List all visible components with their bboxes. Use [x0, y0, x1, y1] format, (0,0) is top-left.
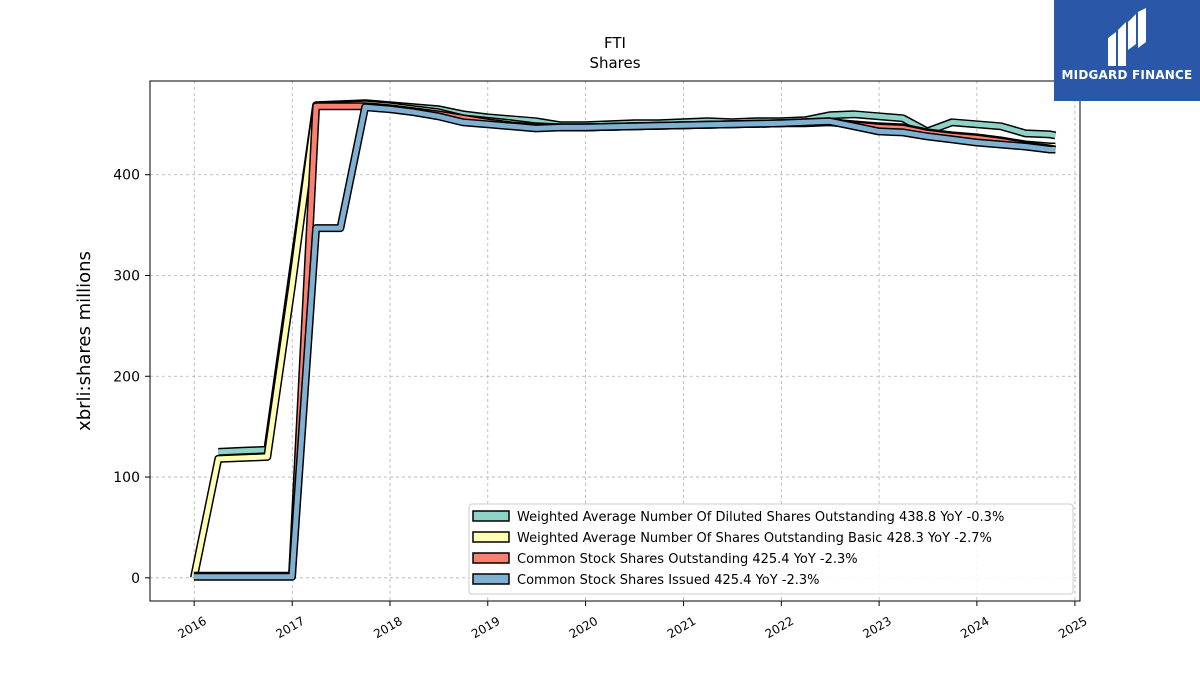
brand-logo: MIDGARD FINANCE	[1054, 0, 1200, 101]
series-lines	[189, 99, 1057, 581]
x-tick-label: 2016	[175, 614, 208, 641]
legend-swatch-4	[472, 573, 510, 585]
x-tick-label: 2023	[860, 614, 893, 641]
legend-entry-2: Weighted Average Number Of Shares Outsta…	[517, 531, 992, 546]
legend: Weighted Average Number Of Diluted Share…	[468, 503, 1074, 595]
y-tick-label: 400	[113, 168, 140, 184]
series-1-line	[218, 100, 1056, 455]
series-1-outline	[218, 99, 1057, 456]
x-tick-label: 2017	[274, 614, 307, 641]
y-axis: 0 100 200 300 400	[113, 168, 150, 587]
x-tick-label: 2025	[1056, 614, 1089, 641]
chart-title: FTI	[604, 34, 626, 52]
x-tick-label: 2018	[371, 614, 404, 641]
logo-text: MIDGARD FINANCE	[1061, 68, 1193, 82]
x-tick-label: 2021	[665, 614, 698, 641]
x-tick-label: 2019	[469, 614, 502, 641]
legend-box	[468, 503, 1074, 595]
x-tick-label: 2022	[763, 614, 796, 641]
legend-swatch-3	[472, 552, 510, 564]
y-tick-label: 100	[113, 470, 140, 486]
legend-entry-4: Common Stock Shares Issued 425.4 YoY -2.…	[517, 573, 820, 588]
series-4-line	[193, 104, 1056, 580]
logo-icon	[1108, 8, 1146, 66]
y-tick-label: 200	[113, 369, 140, 385]
legend-swatch-1	[472, 510, 510, 522]
legend-swatch-2	[472, 531, 510, 543]
x-tick-label: 2024	[958, 614, 991, 641]
legend-entry-3: Common Stock Shares Outstanding 425.4 Yo…	[517, 552, 858, 567]
x-axis: 2016 2017 2018 2019 2020 2021 2022 2023 2024 2025	[175, 601, 1090, 641]
y-axis-label: xbrli:shares millions	[74, 251, 95, 431]
x-tick-label: 2020	[567, 614, 600, 641]
chart-subtitle: Shares	[589, 54, 640, 72]
y-tick-label: 0	[131, 571, 140, 587]
plot-frame	[149, 80, 1081, 602]
legend-entry-1: Weighted Average Number Of Diluted Share…	[517, 510, 1004, 525]
y-tick-label: 300	[113, 268, 140, 284]
